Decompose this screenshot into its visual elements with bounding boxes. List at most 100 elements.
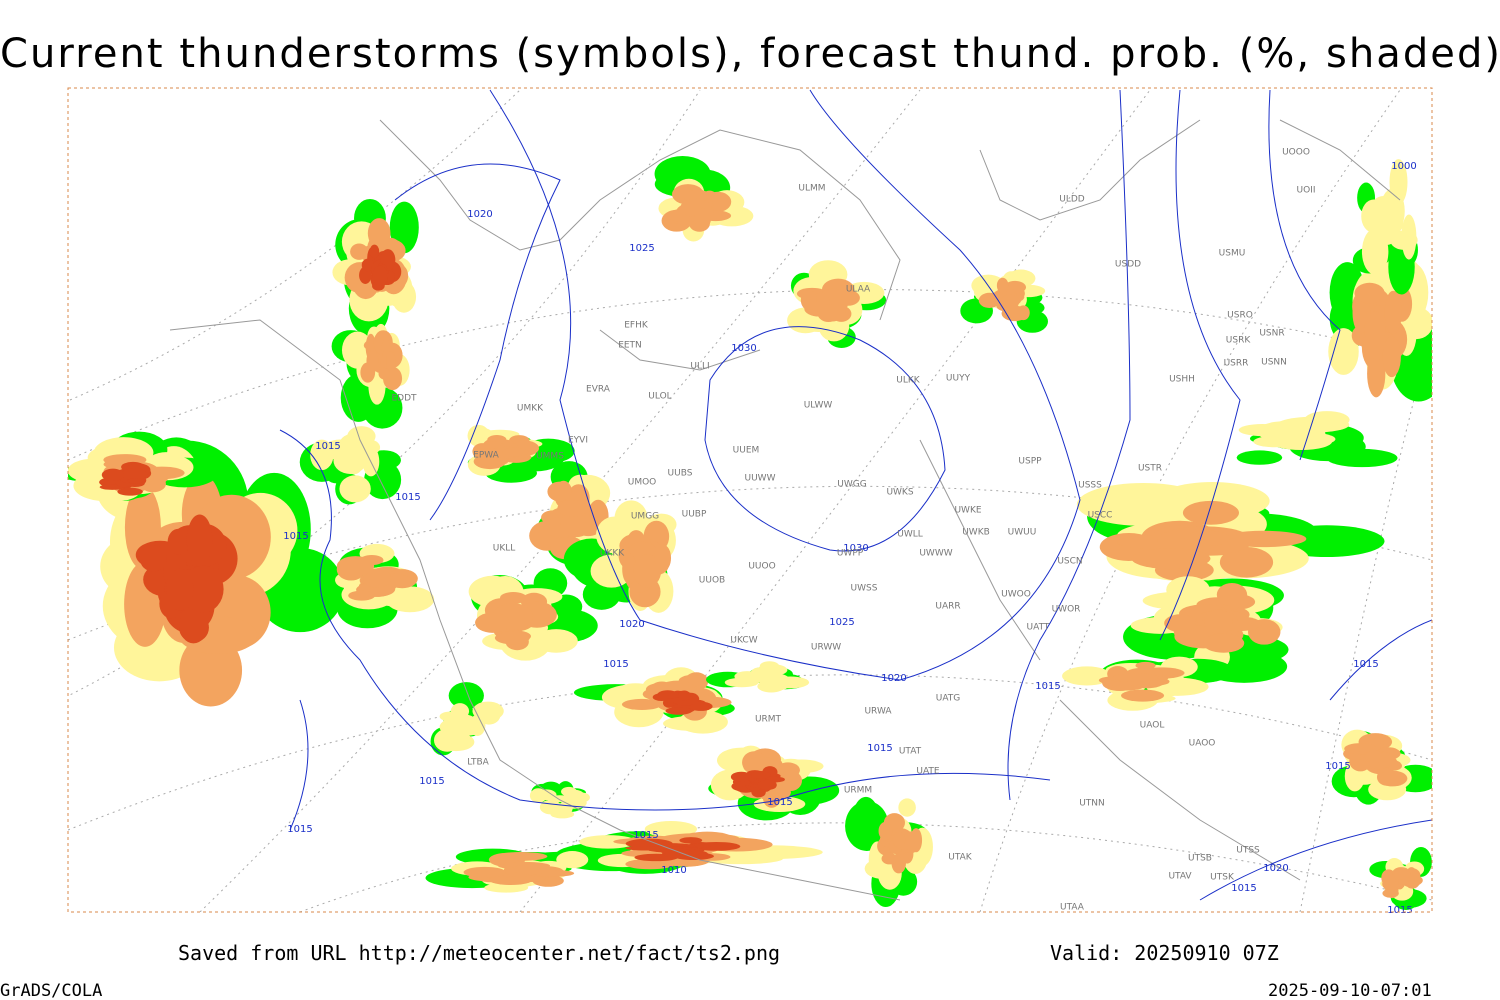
timestamp: 2025-09-10-07:01 — [1268, 981, 1432, 1000]
station-code: UWOO — [1001, 590, 1031, 600]
station-code: UTAA — [1060, 903, 1085, 913]
station-code: ULWW — [804, 401, 833, 411]
station-code: UTAT — [899, 747, 922, 757]
shade-blob — [529, 788, 547, 803]
shade-blob — [757, 779, 777, 790]
shade-blob — [182, 565, 224, 613]
station-code: UWKE — [954, 506, 981, 516]
shade-blob — [730, 771, 752, 783]
isobar-label: 1030 — [843, 543, 868, 554]
shade-blob — [622, 553, 637, 585]
shade-blob — [511, 864, 550, 875]
station-code: URMM — [844, 786, 872, 796]
station-code: ULMM — [798, 184, 825, 194]
shade-blob — [1392, 867, 1411, 880]
station-code: UARR — [935, 602, 960, 612]
shade-blob — [1384, 290, 1402, 335]
station-code: UKLL — [493, 544, 516, 554]
software: GrADS/COLA — [0, 981, 102, 1000]
shade-blob — [898, 798, 916, 817]
shade-blob — [378, 367, 390, 380]
shade-blob — [186, 514, 213, 567]
station-code: USPP — [1018, 457, 1042, 467]
shade-blob — [139, 545, 167, 572]
shade-blob — [539, 799, 562, 815]
station-code: EETN — [618, 341, 642, 351]
station-code: UKKK — [600, 549, 625, 559]
shade-blob — [1253, 436, 1296, 448]
shade-blob — [347, 426, 376, 447]
shade-blob — [385, 586, 435, 613]
shade-blob — [1131, 548, 1211, 570]
isobar-label: 1015 — [1353, 659, 1378, 670]
station-code: UUBS — [668, 469, 693, 479]
shade-blob — [372, 265, 388, 286]
station-code: UTSS — [1236, 846, 1260, 856]
shade-blob — [1182, 500, 1240, 525]
shade-blob — [561, 786, 577, 797]
station-code: ULLI — [690, 362, 709, 372]
shade-blob — [1164, 614, 1197, 633]
station-code: UWGG — [837, 480, 866, 490]
shade-blob — [779, 770, 803, 791]
shade-blob — [1401, 214, 1417, 260]
station-code: UMKK — [517, 404, 544, 414]
station-code: UUOO — [748, 562, 775, 572]
isobar-label: 1015 — [603, 659, 628, 670]
shade-blob — [121, 468, 148, 481]
shade-blob — [665, 707, 693, 715]
station-code: UUBP — [682, 510, 707, 520]
shade-blob — [851, 796, 880, 846]
shade-blob — [678, 690, 691, 701]
shade-blob — [1378, 770, 1408, 787]
station-code: ULAA — [846, 285, 871, 295]
shade-blob — [310, 439, 334, 471]
shade-blob — [1364, 750, 1385, 763]
shade-blob — [881, 852, 898, 865]
shade-blob — [472, 701, 504, 721]
shade-blob — [878, 821, 893, 841]
station-code: USRK — [1226, 336, 1252, 346]
shade-blob — [663, 715, 722, 731]
shade-blob — [1382, 888, 1399, 898]
shade-blob — [689, 701, 713, 711]
station-code: UTAK — [948, 853, 973, 863]
isobar-label: 1010 — [661, 865, 686, 876]
shade-blob — [348, 590, 376, 601]
shade-blob — [1184, 530, 1231, 546]
station-code: UKCW — [730, 636, 757, 646]
shade-blob — [654, 544, 671, 571]
station-code: UUYY — [946, 374, 971, 384]
station-code: UMGG — [631, 512, 659, 522]
shade-blob — [1367, 349, 1386, 398]
isobar-label: 1015 — [315, 441, 340, 452]
station-code: UWUU — [1008, 528, 1037, 538]
isobar-label: 1015 — [867, 743, 892, 754]
shade-blob — [660, 848, 692, 855]
shade-blob — [1382, 336, 1401, 378]
station-code: EFHK — [624, 321, 649, 331]
station-code: UWOR — [1052, 605, 1081, 615]
station-code: UWPP — [837, 549, 864, 559]
station-code: UWLL — [897, 530, 923, 540]
shade-blob — [694, 207, 712, 229]
shade-blob — [386, 351, 396, 372]
shade-blob — [800, 290, 817, 311]
shade-blob — [625, 845, 667, 851]
shade-blob — [1219, 546, 1274, 578]
isobar-label: 1015 — [419, 776, 444, 787]
shade-blob — [1380, 214, 1404, 234]
shade-blob — [494, 851, 548, 861]
isobar-label: 1015 — [1325, 761, 1350, 772]
station-code: UAOO — [1189, 739, 1216, 749]
isobar-label: 1015 — [283, 531, 308, 542]
shade-blob — [892, 831, 906, 848]
shade-blob — [333, 441, 369, 465]
station-code: UWWW — [919, 549, 952, 559]
shade-blob — [1236, 450, 1283, 465]
shade-blob — [560, 510, 593, 538]
shade-blob — [679, 837, 703, 844]
shade-blob — [633, 554, 662, 588]
shade-blob — [451, 714, 475, 730]
